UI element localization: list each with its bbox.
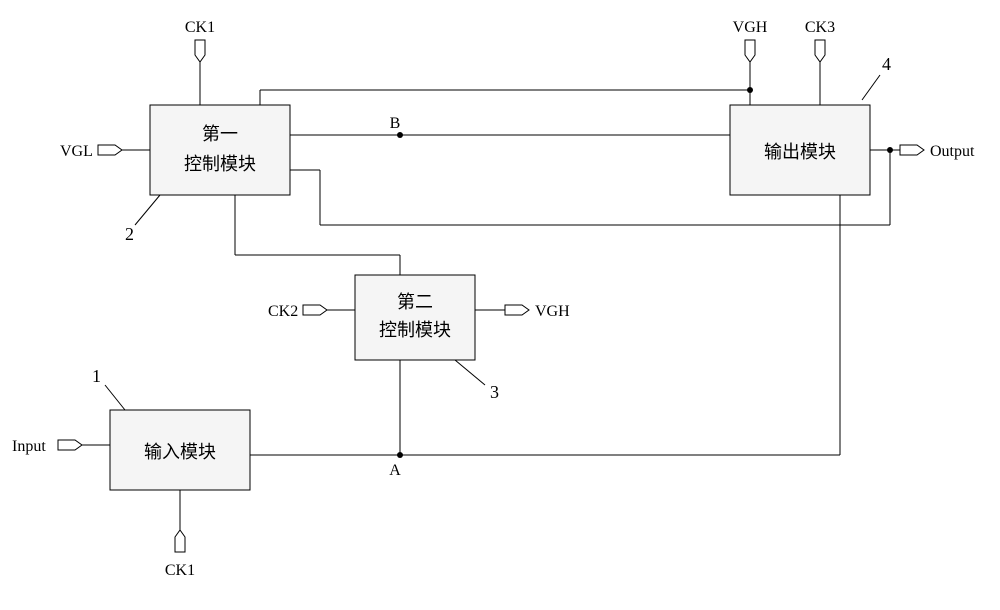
vgh-right-pin-icon [505,305,529,315]
input-pin-icon [58,440,82,450]
leader-1-label: 1 [92,366,101,386]
label-A: A [389,462,401,479]
leader-4-label: 4 [882,54,891,74]
vgh-top-label: VGH [733,19,768,36]
second-control-module-label-1: 第二 [397,292,433,312]
first-control-module-label-1: 第一 [202,124,238,144]
label-B: B [390,115,401,132]
vgh-top-pin-icon [745,40,755,62]
output-module-label: 输出模块 [764,142,836,162]
dot-B [397,132,403,138]
vgl-pin-icon [98,145,122,155]
dot-A [397,452,403,458]
leader-2-label: 2 [125,224,134,244]
ck1-top-pin-icon [195,40,205,62]
ck3-label: CK3 [805,19,835,36]
leader-3 [455,360,485,385]
vgl-label: VGL [60,143,93,160]
circuit-diagram: 第一 控制模块 CK1 VGL 2 输出模块 VGH CK3 4 Output … [0,0,1000,610]
first-control-module-label-2: 控制模块 [184,154,256,174]
leader-3-label: 3 [490,382,499,402]
input-module-label: 输入模块 [144,442,216,462]
ck1-top-label: CK1 [185,19,215,36]
second-control-module-label-2: 控制模块 [379,320,451,340]
ck2-label: CK2 [268,303,298,320]
leader-1 [105,385,125,410]
output-label: Output [930,143,975,160]
output-pin-icon [900,145,924,155]
leader-2 [135,195,160,225]
first-control-module-box [150,105,290,195]
ck1-bottom-label: CK1 [165,562,195,579]
leader-4 [862,75,880,100]
ck2-pin-icon [303,305,327,315]
input-label: Input [12,438,46,455]
ck1-bottom-pin-icon [175,530,185,552]
vgh-right-label: VGH [535,303,570,320]
second-control-module-box [355,275,475,360]
ck3-pin-icon [815,40,825,62]
